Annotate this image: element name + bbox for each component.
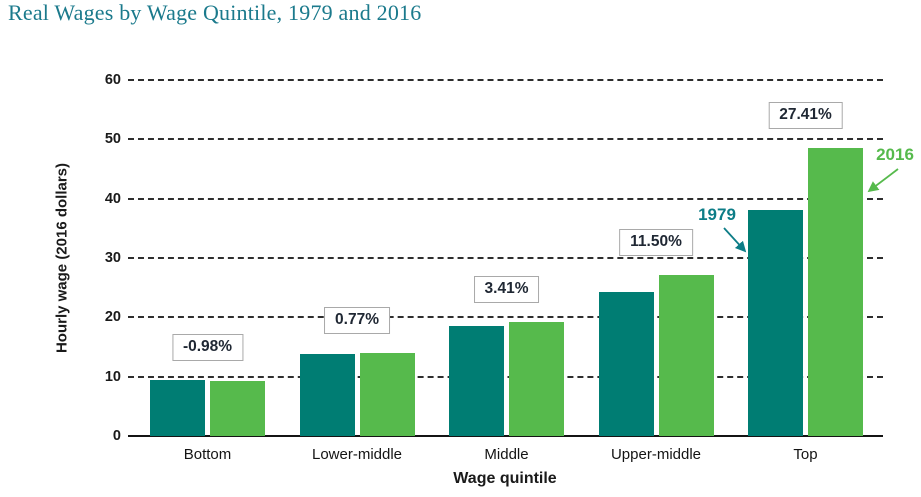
gridline-30 <box>128 257 883 259</box>
x-axis-label: Wage quintile <box>453 470 557 487</box>
x-axis-line <box>128 435 883 437</box>
gridline-40 <box>128 197 883 200</box>
y-tick-label-50: 50 <box>104 131 121 148</box>
y-tick-label-20: 20 <box>104 309 121 326</box>
change-label-middle: 3.41% <box>473 276 540 304</box>
change-label-bottom: -0.98% <box>171 334 244 362</box>
y-tick-label-60: 60 <box>104 72 121 88</box>
bar-1979-lower-middle <box>299 353 355 436</box>
y-tick-label-10: 10 <box>104 368 121 385</box>
category-label-middle: Middle <box>484 446 529 463</box>
chart-title: Real Wages by Wage Quintile, 1979 and 20… <box>8 0 422 25</box>
category-label-upper-middle: Upper-middle <box>610 446 702 463</box>
bar-2016-bottom <box>210 380 265 436</box>
y-tick-label-40: 40 <box>104 190 121 207</box>
bar-1979-upper-middle <box>598 291 654 436</box>
gridline-50 <box>128 138 883 141</box>
bar-1979-middle <box>449 325 504 436</box>
bar-1979-top <box>748 209 803 436</box>
annotation-arrow-2016 <box>867 168 899 193</box>
category-label-top: Top <box>793 446 818 463</box>
y-tick-label-0: 0 <box>112 428 121 444</box>
series-annotation-1979: 1979 <box>698 205 736 224</box>
bar-1979-bottom <box>150 380 205 436</box>
y-tick-label-30: 30 <box>104 250 121 266</box>
category-label-bottom: Bottom <box>183 446 232 463</box>
gridline-10 <box>128 375 883 378</box>
change-label-lower-middle: 0.77% <box>324 306 390 334</box>
bar-2016-middle <box>509 322 564 436</box>
gridline-20 <box>128 316 883 319</box>
bar-2016-top <box>808 148 863 436</box>
gridline-60 <box>128 79 883 81</box>
bar-2016-upper-middle <box>658 275 714 436</box>
change-label-top: 27.41% <box>768 102 843 130</box>
bar-2016-lower-middle <box>359 352 415 436</box>
series-annotation-2016: 2016 <box>876 145 914 164</box>
change-label-upper-middle: 11.50% <box>619 229 693 257</box>
annotation-arrow-1979 <box>723 227 747 253</box>
category-label-lower-middle: Lower-middle <box>311 446 403 463</box>
